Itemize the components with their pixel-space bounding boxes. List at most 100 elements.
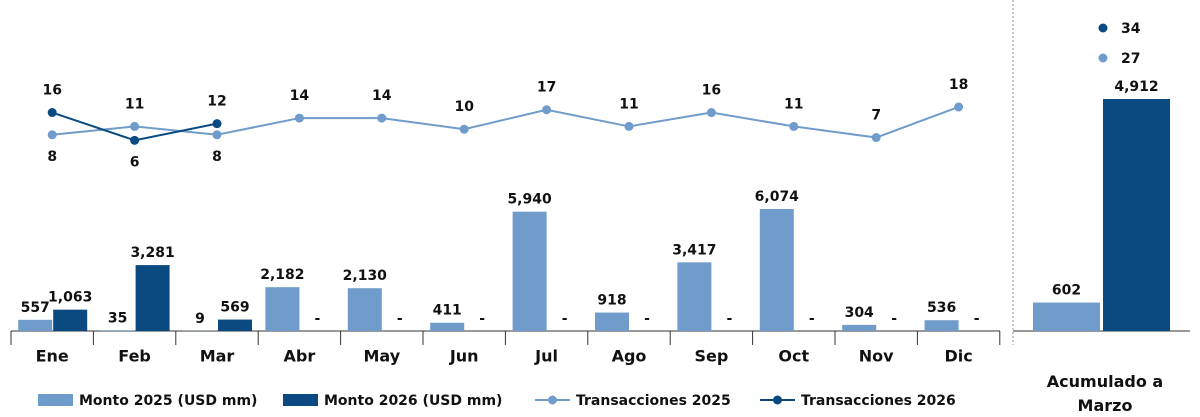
line-point — [377, 113, 387, 123]
bar — [347, 288, 382, 331]
x-tick-label: Mar — [200, 347, 235, 366]
line-point — [294, 113, 304, 123]
line-point — [706, 108, 716, 118]
legend-label: Monto 2025 (USD mm) — [79, 393, 257, 409]
bar — [53, 309, 88, 331]
line-point — [954, 102, 964, 112]
x-tick-label: Jun — [449, 347, 479, 366]
bar — [430, 322, 465, 331]
x-tick-label: Nov — [859, 347, 894, 366]
line-point — [212, 119, 222, 129]
bar — [595, 312, 629, 331]
line-value-label: 11 — [619, 96, 638, 112]
line-point — [212, 130, 222, 140]
bar-value-label: 602 — [1052, 283, 1081, 299]
line-point — [624, 121, 634, 131]
bar — [924, 320, 959, 331]
line-point — [789, 121, 799, 131]
line-value-label: 17 — [537, 80, 556, 96]
line-point — [130, 121, 140, 131]
bar-value-label: - — [891, 311, 897, 327]
line-value-label: 6 — [130, 154, 140, 170]
line-value-label: 14 — [372, 88, 392, 104]
x-tick-label: Dic — [944, 347, 972, 366]
x-tick-label: Jul — [534, 347, 558, 366]
x-tick-label: Feb — [118, 347, 151, 366]
legend-label: Transacciones 2026 — [801, 393, 956, 409]
x-tick-label: Ago — [612, 347, 647, 366]
line-value-label: 16 — [42, 83, 61, 99]
bar-value-label: - — [479, 311, 485, 327]
bar-value-label: 5,940 — [507, 192, 552, 208]
legend-label: Monto 2026 (USD mm) — [324, 393, 502, 409]
marker — [1098, 53, 1108, 63]
bar — [100, 330, 135, 331]
line-value-label: 7 — [871, 108, 881, 124]
bar — [512, 211, 547, 331]
bar-value-label: - — [974, 311, 980, 327]
line-value-label: 16 — [702, 83, 721, 99]
line-point — [542, 105, 552, 115]
bar — [135, 265, 170, 331]
bar-value-label: 1,063 — [48, 290, 92, 306]
bar — [1103, 99, 1170, 331]
bar — [218, 319, 252, 331]
bar-value-label: 304 — [845, 305, 874, 321]
marker — [1098, 23, 1108, 33]
bar-value-label: 411 — [433, 303, 462, 319]
bar — [265, 287, 300, 331]
line-point — [459, 124, 469, 134]
bar-value-label: - — [562, 311, 568, 327]
bar-value-label: 536 — [927, 300, 956, 316]
line-point — [47, 130, 57, 140]
line-value-label: 8 — [212, 149, 222, 165]
bar — [1033, 302, 1100, 331]
bar — [18, 319, 53, 331]
marker-label: 27 — [1121, 51, 1140, 67]
bar-value-label: - — [644, 311, 650, 327]
bar-value-label: 35 — [108, 310, 127, 326]
line-value-label: 11 — [125, 96, 144, 112]
x-tick-label: Ene — [36, 347, 69, 366]
bar-value-label: 557 — [21, 300, 50, 316]
x-tick-label: Sep — [694, 347, 728, 366]
bar — [677, 262, 712, 331]
bar-value-label: - — [397, 311, 403, 327]
line-value-label: 10 — [454, 99, 474, 115]
line-point — [871, 133, 881, 143]
bar-value-label: 9 — [195, 311, 205, 327]
legend-swatch — [283, 394, 318, 406]
legend-label: Transacciones 2025 — [576, 393, 731, 409]
line-value-label: 18 — [949, 77, 968, 93]
bar-value-label: 3,417 — [672, 242, 716, 258]
x-tick-label: Oct — [778, 347, 809, 366]
bar-value-label: - — [726, 311, 732, 327]
bar — [842, 324, 877, 331]
legend-swatch — [773, 395, 782, 405]
bar-value-label: 3,281 — [130, 245, 174, 261]
bar-value-label: - — [314, 311, 320, 327]
legend-swatch — [548, 395, 557, 405]
line — [52, 106, 959, 139]
bar-value-label: 569 — [220, 300, 249, 316]
x-tick-label: May — [363, 347, 400, 366]
line-point — [130, 135, 140, 145]
line-point — [47, 108, 57, 118]
bar — [759, 209, 794, 331]
line-value-label: 12 — [207, 94, 226, 110]
line-value-label: 11 — [784, 96, 803, 112]
bar-value-label: 6,074 — [755, 189, 800, 205]
bar-value-label: - — [809, 311, 815, 327]
x-tick-label: Abr — [284, 347, 316, 366]
line-value-label: 8 — [47, 149, 57, 165]
bar-value-label: 4,912 — [1114, 79, 1158, 95]
legend-swatch — [38, 394, 73, 406]
bar-value-label: 2,130 — [343, 268, 388, 284]
bar-value-label: 918 — [597, 293, 626, 309]
line-value-label: 14 — [290, 88, 310, 104]
marker-label: 34 — [1121, 21, 1141, 37]
bar-value-label: 2,182 — [260, 267, 304, 283]
x-axis-label: Acumulado a Marzo — [1046, 372, 1164, 415]
